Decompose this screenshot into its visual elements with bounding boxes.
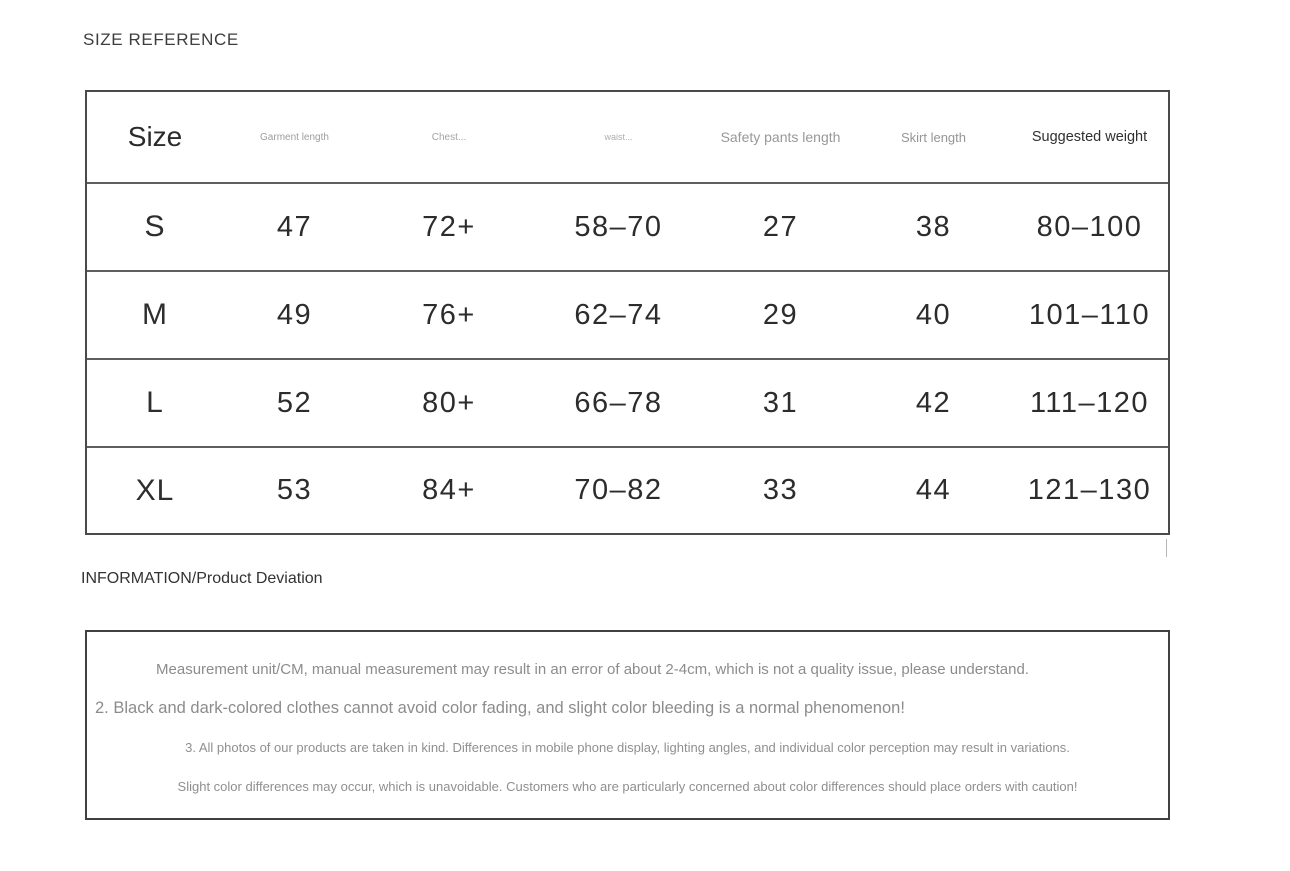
- column-header-skirt-length: Skirt length: [900, 129, 967, 145]
- chest-value: 72+: [422, 210, 476, 243]
- table-row-m: M 49 76+ 62–74 29 40 101–110: [87, 272, 1168, 360]
- information-section-title: INFORMATION/Product Deviation: [81, 570, 323, 587]
- column-header-waist: waist...: [604, 132, 633, 142]
- garment-length-value: 47: [276, 210, 313, 243]
- size-label: L: [146, 386, 164, 419]
- column-header-suggested-weight: Suggested weight: [1031, 129, 1148, 145]
- skirt-length-value: 42: [915, 386, 952, 419]
- column-header-size: Size: [127, 121, 183, 152]
- suggested-weight-value: 101–110: [1028, 298, 1151, 331]
- safety-pants-value: 29: [762, 298, 799, 331]
- size-label: M: [142, 298, 168, 331]
- chest-value: 76+: [422, 298, 476, 331]
- note-measurement-unit: Measurement unit/CM, manual measurement …: [156, 661, 1029, 678]
- skirt-length-value: 44: [915, 474, 952, 506]
- skirt-length-value: 38: [915, 210, 952, 243]
- suggested-weight-value: 121–130: [1027, 474, 1152, 506]
- waist-value: 66–78: [574, 386, 663, 419]
- note-color-fading: 2. Black and dark-colored clothes cannot…: [95, 699, 905, 717]
- column-header-safety-pants-length: Safety pants length: [720, 129, 841, 145]
- garment-length-value: 52: [276, 386, 313, 419]
- suggested-weight-value: 111–120: [1029, 386, 1150, 419]
- table-row-xl: XL 53 84+ 70–82 33 44 121–130: [87, 448, 1168, 533]
- garment-length-value: 49: [276, 298, 313, 331]
- column-header-chest: Chest...: [431, 131, 467, 143]
- page-title: SIZE REFERENCE: [83, 30, 239, 49]
- waist-value: 58–70: [574, 210, 663, 243]
- note-color-difference-caution: Slight color differences may occur, whic…: [177, 779, 1078, 794]
- column-header-garment-length: Garment length: [260, 131, 329, 143]
- size-label: S: [144, 210, 166, 243]
- chest-value: 80+: [422, 386, 476, 419]
- table-row-s: S 47 72+ 58–70 27 38 80–100: [87, 184, 1168, 272]
- garment-length-value: 53: [276, 474, 313, 506]
- product-deviation-notes-box: Measurement unit/CM, manual measurement …: [85, 630, 1170, 820]
- size-label: XL: [135, 473, 175, 507]
- waist-value: 70–82: [574, 474, 663, 506]
- safety-pants-value: 31: [762, 386, 799, 419]
- waist-value: 62–74: [574, 298, 663, 331]
- safety-pants-value: 27: [762, 210, 799, 243]
- chest-value: 84+: [422, 474, 476, 506]
- safety-pants-value: 33: [762, 474, 799, 506]
- note-photo-differences: 3. All photos of our products are taken …: [185, 740, 1070, 755]
- size-reference-table: Size Garment length Chest... waist... Sa…: [85, 90, 1170, 535]
- scan-artifact-mark: [1166, 539, 1167, 557]
- table-row-l: L 52 80+ 66–78 31 42 111–120: [87, 360, 1168, 448]
- skirt-length-value: 40: [915, 298, 952, 331]
- table-header-row: Size Garment length Chest... waist... Sa…: [87, 92, 1168, 184]
- suggested-weight-value: 80–100: [1036, 210, 1143, 243]
